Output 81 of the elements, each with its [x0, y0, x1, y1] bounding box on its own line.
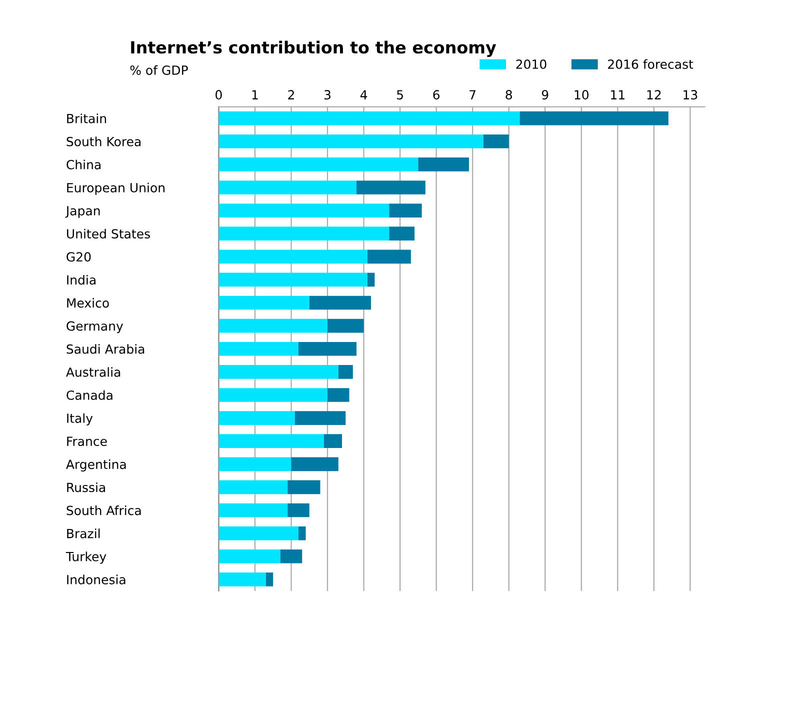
bar [389, 204, 422, 218]
bar [218, 180, 357, 194]
bar [266, 572, 274, 586]
y-tick-label: Britain [67, 114, 106, 124]
x-tick-label: 9 [542, 90, 548, 100]
bar [218, 480, 288, 494]
bar [218, 411, 295, 425]
y-tick-label: Japan [65, 206, 100, 218]
bar [218, 526, 298, 540]
y-tick-label: India [67, 274, 96, 285]
bar [483, 134, 509, 148]
x-tick-label: 2 [288, 90, 294, 100]
y-tick-label: Turkey [66, 552, 106, 564]
bar [218, 434, 324, 448]
x-tick-label: 4 [360, 90, 368, 100]
y-tick-label: Australia [66, 367, 120, 377]
x-tick-label: 5 [397, 90, 403, 100]
y-tick-label: Saudi Arabia [66, 344, 144, 354]
y-tick-label: Russia [67, 482, 105, 492]
y-tick-label: European Union [67, 182, 164, 195]
bar [338, 365, 353, 379]
bar [218, 111, 520, 126]
bar [218, 549, 280, 564]
y-tick-label: Argentina [66, 459, 126, 472]
bar [418, 158, 469, 172]
bar [367, 272, 375, 287]
y-tick-label: Canada [66, 390, 112, 400]
bar [218, 572, 266, 586]
bar [218, 250, 368, 264]
y-tick-label: South Korea [66, 136, 141, 146]
bar [218, 457, 292, 472]
legend-label: 2016 forecast [608, 59, 694, 69]
x-tick-label: 6 [433, 90, 440, 100]
bar [218, 204, 390, 218]
bar [280, 549, 302, 564]
bar [328, 318, 364, 333]
bar [218, 342, 298, 356]
y-tick-label: Mexico [67, 298, 109, 308]
y-tick-label: G20 [66, 252, 91, 262]
bar [218, 134, 484, 148]
y-tick-label: France [67, 436, 107, 446]
bar [218, 503, 288, 518]
y-tick-label: Germany [66, 321, 124, 334]
x-tick-label: 10 [574, 90, 589, 100]
bar [218, 272, 368, 287]
x-tick-label: 11 [611, 90, 624, 100]
y-tick-label: China [66, 160, 100, 170]
bar [298, 526, 306, 540]
bar [288, 480, 320, 494]
bar [298, 342, 357, 356]
x-tick-label: 8 [506, 90, 512, 100]
bar [520, 111, 668, 126]
x-tick-label: 12 [647, 90, 661, 100]
bar [218, 158, 418, 172]
chart-subtitle: % of GDP [130, 65, 188, 75]
x-tick-label: 13 [684, 90, 698, 100]
bar [356, 180, 426, 194]
bar [328, 388, 350, 402]
bar [367, 250, 411, 264]
bar [218, 388, 328, 402]
y-tick-label: Brazil [67, 528, 100, 538]
legend-label: 2010 [516, 59, 546, 69]
bar [389, 226, 415, 241]
x-tick-label: 3 [324, 90, 330, 100]
y-tick-label: South Africa [66, 506, 141, 516]
x-tick-label: 0 [216, 90, 222, 100]
y-tick-label: Indonesia [67, 574, 126, 584]
x-tick-label: 7 [470, 90, 476, 100]
bar [324, 434, 342, 448]
bar [218, 318, 328, 333]
bar [218, 296, 310, 310]
bar [291, 457, 338, 472]
bar [309, 296, 372, 310]
chart-title: Internet’s contribution to the economy [131, 40, 496, 57]
x-tick-label: 1 [252, 90, 258, 100]
y-tick-label: United States [67, 228, 150, 239]
bar [218, 226, 390, 241]
bar [288, 503, 310, 518]
bar [218, 365, 338, 379]
bar [294, 411, 346, 425]
y-tick-label: Italy [67, 413, 93, 426]
